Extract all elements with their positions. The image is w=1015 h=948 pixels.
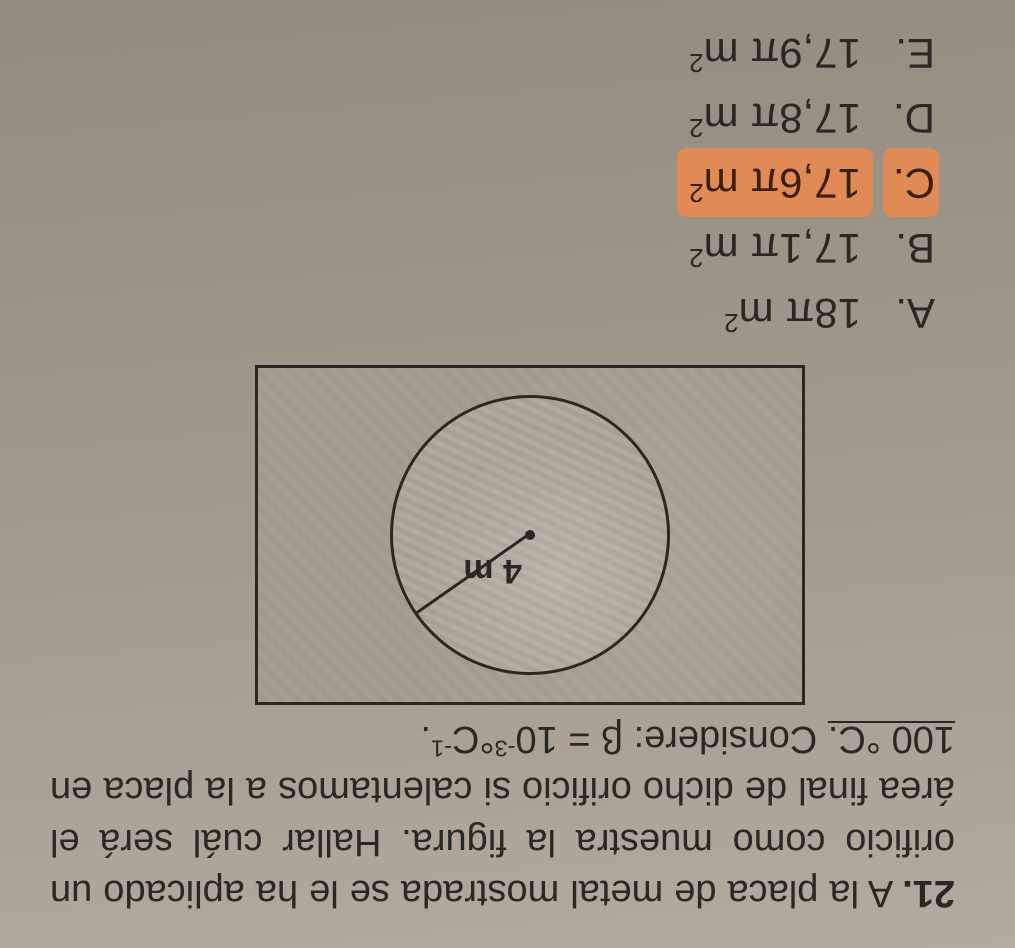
option-row: C. 17,6π m2 [50,150,935,215]
question-text: 21. A la placa de metal mostrada se le h… [50,713,955,918]
option-value: 17,6π m2 [681,152,869,213]
option-exponent: 2 [689,243,703,273]
unit-exponent: -1 [431,736,452,762]
option-value: 17,9π m2 [681,22,869,83]
option-letter: A. [887,282,935,343]
option-exponent: 2 [724,308,738,338]
option-exponent: 2 [689,113,703,143]
unit-tail: °C [452,718,495,760]
question-number: 21. [902,872,955,914]
plate-rectangle: 4 m [255,365,805,705]
option-letter: C. [887,152,935,213]
option-letter: B. [887,217,935,278]
radius-label: 4 m [463,551,522,590]
figure-container: 4 m [50,365,955,705]
option-row: D. 17,8π m2 [50,85,935,150]
question-period: . [420,718,431,760]
question-underlined: 100 °C. [828,718,955,760]
option-value: 18π m2 [716,282,869,343]
option-exponent: 2 [689,178,703,208]
option-row: A. 18π m2 [50,280,935,345]
option-value: 17,1π m2 [681,217,869,278]
option-row: E. 17,9π m2 [50,20,935,85]
question-body-1: A la placa de metal mostrada se le ha ap… [50,769,955,914]
answer-options: A.18π m2B.17,1π m2C.17,6π m2D.17,8π m2E.… [50,20,935,344]
option-row: B. 17,1π m2 [50,215,935,280]
option-letter: D. [887,87,935,148]
option-letter: E. [887,22,935,83]
option-exponent: 2 [689,48,703,78]
beta-exponent: -3 [495,736,516,762]
option-value: 17,8π m2 [681,87,869,148]
question-body-2: Considere: β = 10 [516,718,818,760]
scanned-page: 21. A la placa de metal mostrada se le h… [0,0,1015,948]
